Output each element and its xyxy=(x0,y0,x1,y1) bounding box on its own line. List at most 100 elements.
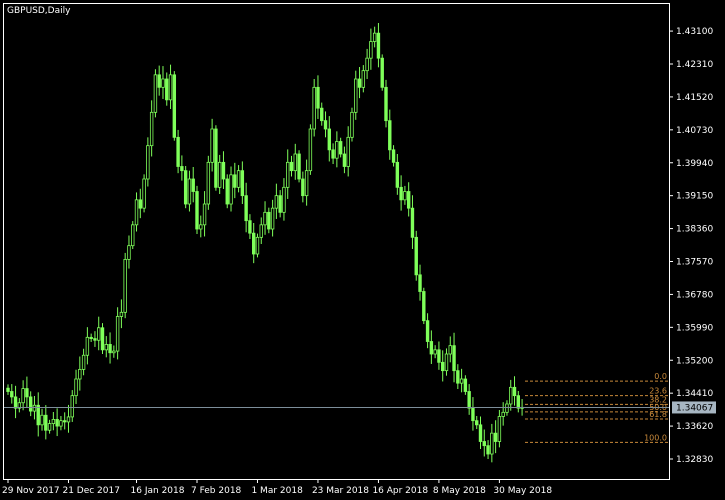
candle-body xyxy=(157,74,161,88)
time-tick-label: 7 Feb 2018 xyxy=(191,486,242,496)
candle-body xyxy=(440,361,445,372)
candle-body xyxy=(236,170,241,188)
candle-body xyxy=(217,161,222,188)
candle-body xyxy=(176,136,180,167)
candle-body xyxy=(406,191,411,209)
candle-body xyxy=(225,178,229,205)
candle-body xyxy=(320,107,324,122)
time-tick-label: 16 Apr 2018 xyxy=(372,486,428,496)
time-tick-label: 23 Mar 2018 xyxy=(312,486,369,496)
price-tick-label: 1.35990 xyxy=(676,323,713,333)
price-tick-label: 1.37570 xyxy=(676,258,713,268)
candle-body xyxy=(138,199,142,209)
candle-body xyxy=(316,86,320,109)
candle-body xyxy=(354,78,358,113)
price-tick-label: 1.40730 xyxy=(676,126,713,136)
current-price-marker: 1.34067 xyxy=(672,401,716,414)
candle-body xyxy=(10,391,14,398)
candle-body xyxy=(191,178,195,192)
candle-body xyxy=(17,402,22,409)
price-tick-label: 1.34410 xyxy=(676,389,713,399)
price-axis[interactable]: 1.43100 1.42310 1.41520 1.40730 1.39940 1.391… xyxy=(669,27,713,465)
time-axis[interactable]: 29 Nov 2017 21 Dec 2017 16 Jan 2018 7 Feb 2… xyxy=(2,479,552,496)
time-tick-label: 21 Dec 2017 xyxy=(62,486,119,496)
candle-body xyxy=(183,170,188,205)
candle-body xyxy=(214,128,218,188)
candle-body xyxy=(509,386,513,405)
candle-body xyxy=(361,70,366,88)
candle-body xyxy=(267,211,271,230)
candle-body xyxy=(123,259,127,313)
chart-title: GBPUSD,Daily xyxy=(7,6,71,16)
candle-body xyxy=(74,378,78,397)
price-tick-label: 1.35200 xyxy=(676,356,713,366)
time-tick-label: 30 May 2018 xyxy=(493,486,552,496)
candle-body xyxy=(115,316,120,352)
candle-body xyxy=(297,153,301,180)
candle-body xyxy=(93,338,97,341)
candle-body xyxy=(467,391,471,409)
candle-body xyxy=(206,161,211,205)
current-price-label: 1.34067 xyxy=(676,403,713,413)
price-tick-label: 1.43100 xyxy=(676,27,713,37)
candle-body xyxy=(59,420,63,427)
candle-body xyxy=(112,350,116,354)
candles-layer xyxy=(6,23,524,463)
candle-body xyxy=(142,178,146,209)
candle-body xyxy=(516,395,520,409)
candle-body xyxy=(490,432,494,455)
candle-body xyxy=(40,414,44,426)
candle-body xyxy=(28,396,33,412)
candle-body xyxy=(493,432,498,442)
candle-body xyxy=(233,174,237,188)
candle-body xyxy=(338,141,343,155)
candle-body xyxy=(278,195,282,213)
candle-body xyxy=(153,74,158,113)
price-tick-label: 1.42310 xyxy=(676,60,713,70)
candle-body xyxy=(70,395,74,418)
price-tick-label: 1.39940 xyxy=(676,159,713,169)
candle-body xyxy=(399,186,403,201)
candle-body xyxy=(380,57,384,88)
candle-body xyxy=(376,32,381,59)
candle-body xyxy=(63,420,67,423)
candle-body xyxy=(486,445,490,455)
candle-body xyxy=(365,57,369,72)
time-tick-label: 29 Nov 2017 xyxy=(2,486,60,496)
candle-body xyxy=(78,369,82,380)
candle-body xyxy=(475,420,479,426)
candle-body xyxy=(282,186,286,213)
candle-body xyxy=(304,170,309,197)
candle-body xyxy=(104,344,108,351)
candle-body xyxy=(229,174,233,205)
fib-level-label: 38.2 xyxy=(649,395,667,404)
time-tick-label: 1 Mar 2018 xyxy=(251,486,303,496)
candle-body xyxy=(274,195,279,209)
candle-body xyxy=(448,345,452,355)
candle-body xyxy=(463,378,468,392)
candle-body xyxy=(172,74,177,138)
candle-body xyxy=(89,336,93,339)
candle-body xyxy=(32,404,37,412)
candle-body xyxy=(108,344,112,354)
fib-level-label: 0.0 xyxy=(654,372,667,381)
candle-body xyxy=(471,407,475,422)
candle-body xyxy=(459,378,464,384)
candle-body xyxy=(134,199,139,226)
candle-body xyxy=(312,86,316,130)
candle-body xyxy=(221,161,226,180)
candle-body xyxy=(403,191,407,201)
candle-body xyxy=(384,86,388,122)
candle-body xyxy=(187,178,192,205)
price-tick-label: 1.38360 xyxy=(676,225,713,235)
plot-area-border xyxy=(3,3,670,480)
candle-body xyxy=(388,120,392,151)
candle-body xyxy=(414,236,418,276)
candle-body xyxy=(293,153,297,172)
candle-body xyxy=(391,149,396,163)
candle-body xyxy=(335,141,339,159)
candle-body xyxy=(263,211,267,226)
